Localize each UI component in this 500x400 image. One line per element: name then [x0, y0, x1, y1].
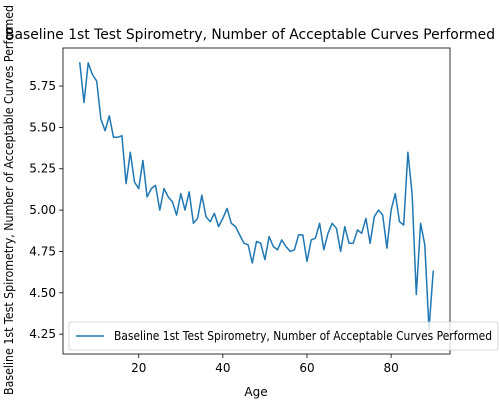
y-tick-label: 5.75	[29, 79, 56, 93]
y-axis-ticks: 4.25 4.50 4.75 5.00 5.25 5.50 5.75	[29, 79, 63, 341]
x-tick-label: 60	[299, 361, 314, 375]
legend-label: Baseline 1st Test Spirometry, Number of …	[114, 329, 492, 343]
y-tick-label: 4.25	[29, 327, 56, 341]
y-tick-label: 5.25	[29, 162, 56, 176]
y-tick-label: 4.50	[29, 286, 56, 300]
y-axis-label: Baseline 1st Test Spirometry, Number of …	[2, 5, 16, 395]
x-axis-ticks: 20 40 60 80	[131, 354, 399, 375]
x-tick-label: 20	[131, 361, 146, 375]
x-axis-label: Age	[244, 385, 267, 399]
x-tick-label: 80	[383, 361, 398, 375]
y-tick-label: 5.50	[29, 120, 56, 134]
x-tick-label: 40	[215, 361, 230, 375]
y-tick-label: 5.00	[29, 203, 56, 217]
plot-frame	[62, 47, 451, 355]
legend: Baseline 1st Test Spirometry, Number of …	[68, 321, 499, 351]
series-line	[78, 62, 435, 330]
legend-box	[68, 321, 499, 351]
y-tick-label: 4.75	[29, 244, 56, 258]
chart-title: Baseline 1st Test Spirometry, Number of …	[5, 27, 495, 43]
